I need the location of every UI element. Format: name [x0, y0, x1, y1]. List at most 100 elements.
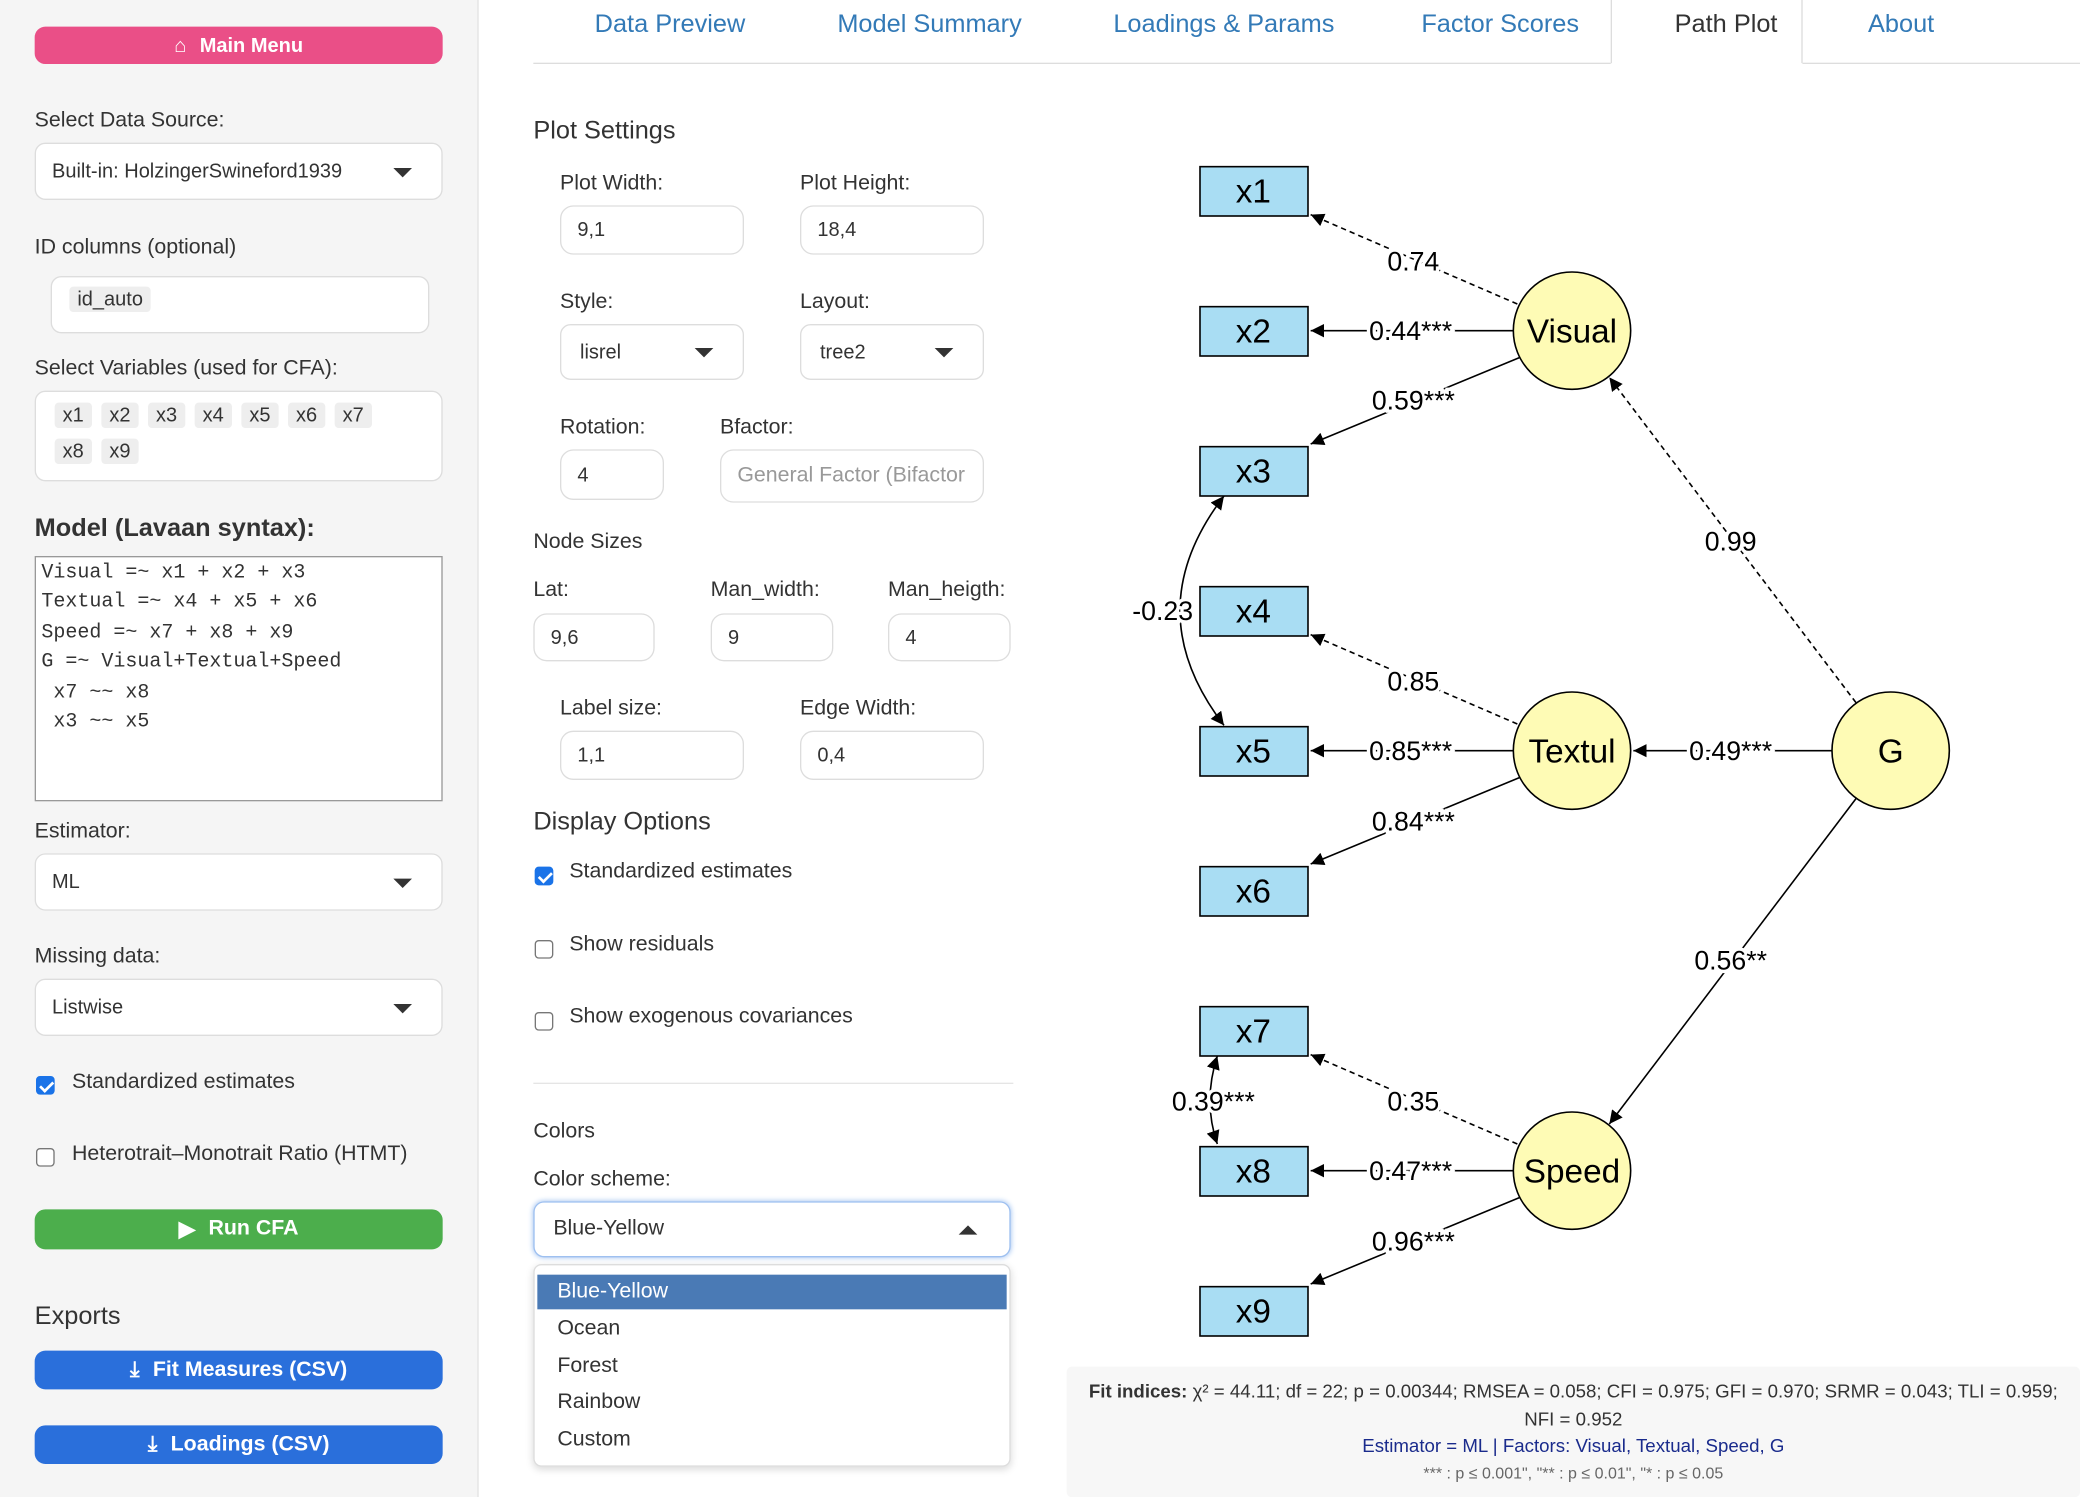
caret: [958, 1225, 978, 1235]
code-line: Speed =~ x7 + x8 + x9: [41, 621, 294, 644]
node-label: x5: [1236, 734, 1271, 771]
select-value: Built-in: HolzingerSwineford1939: [51, 159, 343, 183]
input[interactable]: 9,1: [559, 205, 744, 255]
edge: [1608, 376, 1857, 704]
checkbox-label: Show residuals: [569, 932, 714, 956]
edge: [1608, 798, 1857, 1125]
edge-label: 0.59***: [1372, 385, 1455, 415]
node-label: x3: [1236, 454, 1271, 491]
tab[interactable]: About: [1867, 10, 1935, 39]
button-label: Run CFA: [208, 1217, 299, 1240]
edge-label: 0.96***: [1372, 1227, 1455, 1257]
tab[interactable]: Model Summary: [837, 10, 1022, 39]
input[interactable]: 4: [559, 449, 664, 500]
tab[interactable]: Loadings & Params: [1113, 10, 1335, 39]
caret: [393, 1003, 412, 1013]
input-value: 9,6: [550, 625, 579, 649]
edge-label: 0.49***: [1689, 736, 1772, 766]
input-value: 0,4: [817, 743, 846, 767]
model-textarea[interactable]: Visual =~ x1 + x2 + x3 Textual =~ x4 + x5…: [34, 555, 443, 802]
label: Rotation:: [559, 415, 646, 439]
node-label: Visual: [1527, 314, 1617, 351]
manifest-node: [1199, 865, 1309, 917]
layout-select[interactable]: tree2: [799, 323, 984, 380]
edge-label: 0.84***: [1372, 807, 1455, 837]
id-columns-input[interactable]: [50, 275, 430, 334]
code-line: x3 ~~ x5: [41, 710, 150, 734]
input[interactable]: 9: [710, 613, 834, 662]
label: Layout:: [799, 290, 870, 314]
section-title: Plot Settings: [533, 117, 676, 146]
manifest-node: [1199, 1005, 1309, 1057]
label: Man_heigth:: [887, 578, 1006, 602]
tab[interactable]: Data Preview: [594, 10, 746, 39]
section-title: Display Options: [533, 807, 711, 836]
label: Style:: [559, 290, 614, 314]
checkbox[interactable]: [35, 1075, 55, 1095]
tag: x8: [54, 438, 92, 464]
dropdown-option[interactable]: Blue-Yellow: [537, 1274, 1007, 1310]
node-label: Textul: [1528, 734, 1615, 771]
edge-label: 0.44***: [1369, 316, 1452, 346]
checkbox-label: Show exogenous covariances: [569, 1005, 853, 1028]
dropdown-option[interactable]: Custom: [557, 1428, 631, 1451]
dropdown-option[interactable]: Ocean: [557, 1317, 621, 1340]
checkbox[interactable]: [534, 939, 554, 958]
checkbox[interactable]: [35, 1147, 55, 1167]
run-button[interactable]: ▶ Run CFA: [34, 1209, 443, 1250]
section-title: Node Sizes: [533, 530, 643, 554]
manifest-node: [1199, 305, 1309, 357]
node-label: x1: [1236, 174, 1271, 211]
caret: [393, 877, 412, 888]
edge-label: 0.56**: [1694, 945, 1767, 975]
label: Edge Width:: [799, 697, 917, 720]
node-label: x2: [1236, 314, 1271, 351]
fit-heading: Fit indices:: [1088, 1379, 1188, 1402]
missing-select[interactable]: Listwise: [34, 978, 443, 1036]
node-label: x7: [1236, 1014, 1271, 1051]
data-source-select[interactable]: Built-in: HolzingerSwineford1939: [34, 142, 443, 200]
select-value: ML: [51, 870, 80, 894]
dropdown-option[interactable]: Forest: [557, 1354, 618, 1377]
export-button[interactable]: ⤓ Loadings (CSV): [34, 1425, 443, 1464]
label: Color scheme:: [533, 1167, 671, 1191]
input[interactable]: General Factor (Bifactor: [719, 449, 984, 503]
input[interactable]: 4: [887, 613, 1011, 662]
label: Label size:: [559, 697, 662, 720]
latent-node: [1512, 271, 1632, 391]
input-value: 4: [577, 463, 589, 486]
checkbox[interactable]: [534, 866, 554, 886]
dropdown-menu: Blue-Yellow Ocean Forest Rainbow Custom: [533, 1263, 1011, 1467]
edge: [1206, 1055, 1220, 1145]
label: Model (Lavaan syntax):: [34, 514, 315, 543]
input[interactable]: 18,4: [799, 205, 984, 255]
style-select[interactable]: lisrel: [559, 323, 744, 380]
input[interactable]: 1,1: [559, 730, 744, 780]
node-label: x9: [1236, 1294, 1271, 1331]
tab[interactable]: Path Plot: [1674, 10, 1778, 39]
checkbox[interactable]: [534, 1011, 554, 1031]
manifest-node: [1199, 725, 1309, 777]
export-button[interactable]: ⤓ Fit Measures (CSV): [34, 1350, 443, 1390]
edge-label: 0.74: [1387, 247, 1439, 277]
manifest-node: [1199, 585, 1309, 637]
edge: [1310, 633, 1518, 725]
label: Missing data:: [34, 945, 161, 968]
label: Select Variables (used for CFA):: [34, 357, 338, 380]
code-line: Visual =~ x1 + x2 + x3: [41, 561, 306, 584]
tab[interactable]: Factor Scores: [1421, 10, 1580, 39]
color-scheme-select[interactable]: Blue-Yellow: [533, 1201, 1011, 1258]
dropdown-option[interactable]: Rainbow: [557, 1391, 641, 1414]
latent-node: [1512, 1111, 1632, 1231]
manifest-node: [1199, 1145, 1309, 1197]
main-menu-button[interactable]: ⌂ Main Menu: [34, 26, 443, 64]
tag: x4: [194, 402, 232, 428]
estimator-select[interactable]: ML: [34, 853, 443, 911]
input[interactable]: 0,4: [799, 730, 984, 780]
caret: [934, 347, 954, 358]
input[interactable]: 9,6: [533, 613, 655, 662]
manifest-node: [1199, 165, 1309, 217]
tag: x1: [54, 402, 92, 428]
